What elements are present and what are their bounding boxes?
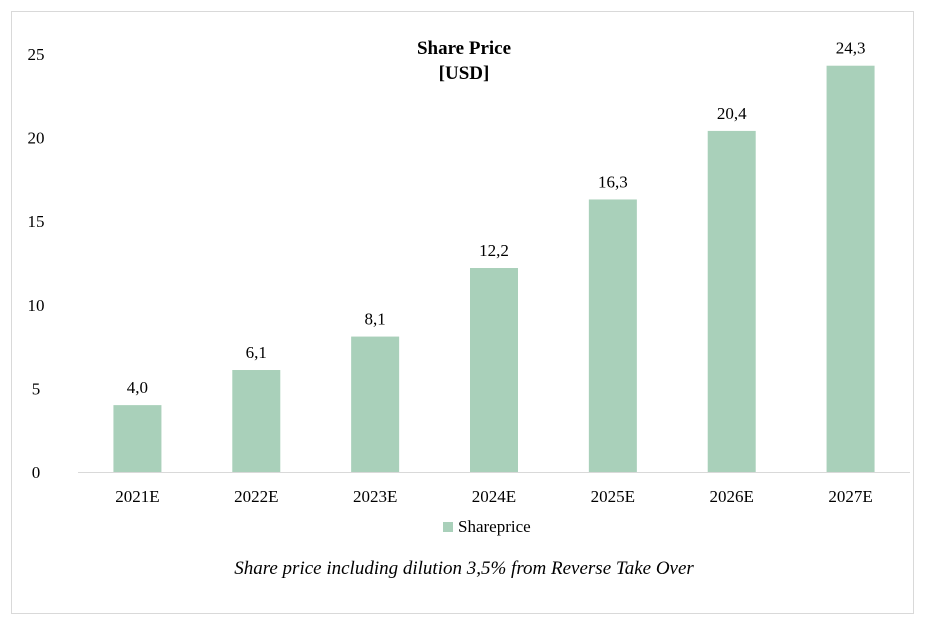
x-tick-label: 2025E <box>591 487 635 506</box>
legend-swatch <box>443 522 453 532</box>
chart-subtitle: [USD] <box>438 63 490 84</box>
y-tick-label: 5 <box>32 379 41 398</box>
legend-label: Shareprice <box>458 517 531 536</box>
y-tick-label: 10 <box>28 296 45 315</box>
y-tick-label: 15 <box>28 212 45 231</box>
bar <box>588 199 637 473</box>
bar-value-label: 8,1 <box>365 310 386 329</box>
x-tick-label: 2027E <box>828 487 872 506</box>
bar-value-label: 20,4 <box>717 104 747 123</box>
y-tick-label: 20 <box>28 129 45 148</box>
bar <box>351 336 400 472</box>
legend: Shareprice <box>443 517 531 537</box>
bar-value-label: 24,3 <box>836 39 866 58</box>
x-tick-label: 2022E <box>234 487 278 506</box>
y-tick-label: 25 <box>28 45 45 64</box>
chart-title: Share Price <box>416 38 512 59</box>
bar-value-label: 4,0 <box>127 378 148 397</box>
bar <box>826 65 875 472</box>
x-tick-label: 2023E <box>353 487 397 506</box>
bar-value-label: 6,1 <box>246 343 267 362</box>
x-tick-label: 2024E <box>472 487 516 506</box>
chart-frame <box>11 11 914 614</box>
bar <box>707 130 756 473</box>
bar <box>470 268 518 472</box>
x-tick-label: 2026E <box>710 487 754 506</box>
chart-annotation: Share price including dilution 3,5% from… <box>234 558 694 579</box>
bar-value-label: 16,3 <box>598 172 628 191</box>
bar <box>232 370 281 472</box>
bar <box>113 405 162 472</box>
y-tick-label: 0 <box>32 463 41 482</box>
x-tick-label: 2021E <box>115 487 159 506</box>
bar-value-label: 12,2 <box>479 241 509 260</box>
